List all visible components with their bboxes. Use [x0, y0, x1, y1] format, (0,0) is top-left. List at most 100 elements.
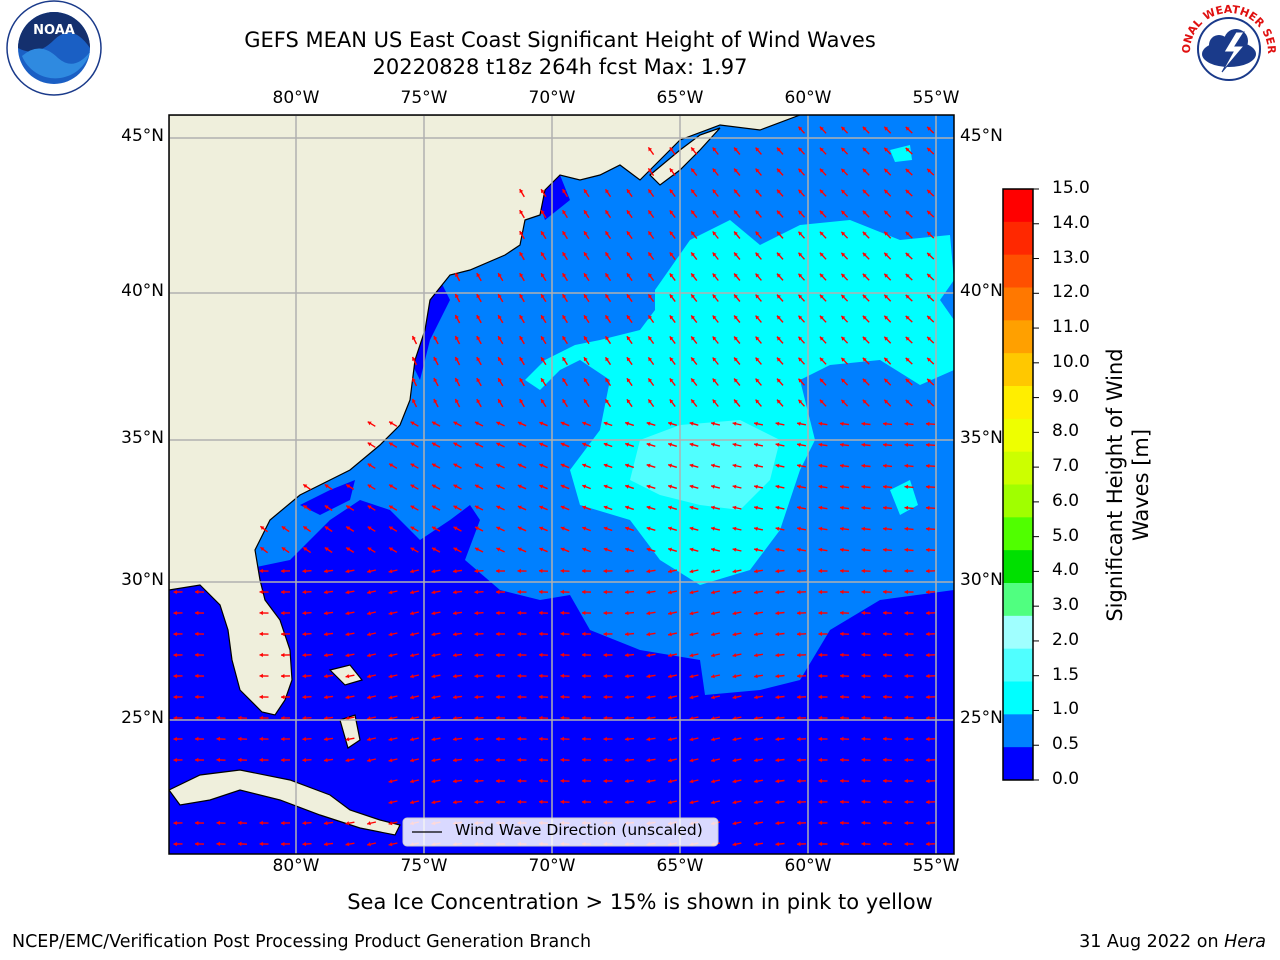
wind-wave-arrow-head [689, 484, 694, 489]
colorbar-segment [1003, 747, 1033, 781]
wind-wave-arrow-head [562, 210, 567, 215]
wind-wave-arrow-head [841, 252, 846, 257]
wind-wave-arrow-head [431, 779, 436, 784]
wind-wave-arrow-head [410, 547, 415, 552]
wind-wave-arrow-head [841, 168, 846, 173]
wind-wave-arrow-head [259, 694, 263, 700]
wind-wave-arrow-head [582, 610, 586, 616]
wind-wave-arrow-head [496, 736, 500, 742]
wind-wave-arrow-head [453, 421, 458, 426]
wind-wave-arrow-head [755, 168, 760, 173]
wind-wave-arrow-head [496, 715, 500, 721]
wind-wave-arrow-head [689, 695, 694, 700]
wind-wave-arrow-head [560, 694, 564, 700]
wind-wave-arrow-head [517, 694, 521, 700]
wind-wave-arrow-head [259, 652, 263, 658]
lon-tick-bottom: 70°W [528, 856, 576, 876]
wind-wave-arrow-head [927, 294, 932, 299]
wind-wave-arrow-head [475, 505, 479, 510]
wind-wave-arrow-head [841, 294, 846, 299]
wind-wave-arrow-head [625, 590, 629, 595]
wind-wave-arrow-head [775, 442, 780, 447]
wind-wave-arrow-head [582, 442, 587, 447]
wind-wave-arrow-head [927, 336, 932, 341]
wind-wave-arrow-head [562, 294, 567, 299]
wind-wave-arrow-head [777, 252, 781, 257]
wind-wave-arrow-head [732, 611, 737, 616]
wind-wave-arrow-head [517, 610, 521, 616]
wind-wave-arrow-head [883, 463, 887, 468]
wind-wave-arrow-head [840, 694, 844, 700]
wind-wave-arrow-head [926, 463, 930, 469]
lon-tick-bottom: 80°W [272, 856, 320, 876]
wind-wave-arrow-head [818, 463, 823, 468]
wind-wave-arrow-head [324, 505, 329, 510]
wind-wave-arrow-head [862, 126, 867, 131]
wind-wave-arrow-head [519, 189, 524, 194]
wind-wave-arrow-head [754, 737, 758, 742]
wind-wave-arrow-head [927, 147, 932, 152]
wind-wave-arrow-head [453, 653, 457, 658]
wind-wave-arrow-head [646, 442, 651, 447]
wind-wave-arrow-head [862, 399, 867, 404]
wind-wave-arrow-head [691, 357, 695, 362]
colorbar-tick-label: 9.0 [1052, 386, 1080, 407]
wind-wave-arrow-head [646, 526, 651, 531]
wind-wave-arrow-head [238, 715, 242, 721]
wind-wave-arrow-head [195, 652, 199, 658]
wind-wave-arrow-head [927, 315, 932, 320]
wind-wave-arrow-head [926, 820, 930, 826]
wind-wave-arrow-head [474, 673, 478, 679]
wind-wave-arrow-head [625, 526, 630, 531]
wind-wave-arrow-head [345, 653, 350, 658]
wind-wave-arrow-head [367, 632, 371, 637]
wind-wave-arrow-head [841, 399, 846, 404]
wind-wave-arrow-head [626, 231, 631, 236]
wind-wave-arrow-head [818, 610, 822, 616]
wind-wave-arrow-head [732, 800, 737, 805]
wind-wave-arrow-head [798, 378, 803, 383]
wind-wave-arrow-head [603, 799, 607, 805]
wind-wave-arrow-head [691, 231, 695, 236]
wind-wave-arrow-head [884, 252, 889, 257]
wind-wave-arrow-head [840, 673, 844, 679]
wind-wave-arrow-head [755, 210, 760, 215]
wind-wave-arrow-head [260, 547, 265, 551]
wind-wave-arrow-head [281, 841, 285, 847]
wind-wave-arrow-head [475, 421, 479, 426]
wind-wave-arrow-head [777, 399, 781, 404]
wind-wave-arrow-head [646, 421, 651, 426]
wind-wave-arrow-head [904, 505, 909, 510]
wind-wave-arrow-head [281, 547, 286, 552]
wind-wave-arrow-head [840, 589, 844, 595]
wind-wave-arrow-head [345, 758, 350, 763]
wind-wave-arrow-head [626, 399, 631, 404]
wind-wave-arrow-head [388, 569, 393, 574]
wind-wave-arrow-head [517, 442, 522, 447]
wind-wave-arrow-head [927, 210, 932, 215]
wind-wave-arrow-head [819, 168, 824, 173]
wind-wave-arrow-head [668, 547, 672, 552]
wind-wave-arrow-head [691, 147, 695, 152]
wind-wave-arrow-head [797, 463, 801, 468]
wind-wave-arrow-head [668, 674, 672, 679]
lon-tick-bottom: 55°W [912, 856, 960, 876]
wind-wave-arrow-head [884, 126, 889, 131]
wind-wave-arrow-head [668, 800, 672, 805]
wind-wave-arrow-head [711, 569, 715, 574]
wind-wave-arrow-head [884, 357, 889, 362]
wind-wave-arrow-head [841, 336, 846, 341]
wind-wave-arrow-head [862, 315, 867, 320]
colorbar-label-line2: Waves [m] [1129, 428, 1153, 542]
wind-wave-arrow-head [517, 505, 522, 510]
wind-wave-arrow-head [410, 421, 415, 426]
wind-wave-arrow-head [474, 736, 478, 742]
wind-wave-arrow-head [883, 820, 887, 826]
wind-wave-arrow-head [324, 674, 328, 679]
wind-wave-arrow-head [775, 505, 780, 510]
wind-wave-arrow-head [732, 758, 737, 763]
wind-wave-arrow-head [818, 505, 823, 510]
wind-wave-arrow-head [668, 442, 672, 447]
wind-wave-arrow-head [818, 820, 822, 826]
wind-wave-arrow-head [840, 631, 844, 637]
